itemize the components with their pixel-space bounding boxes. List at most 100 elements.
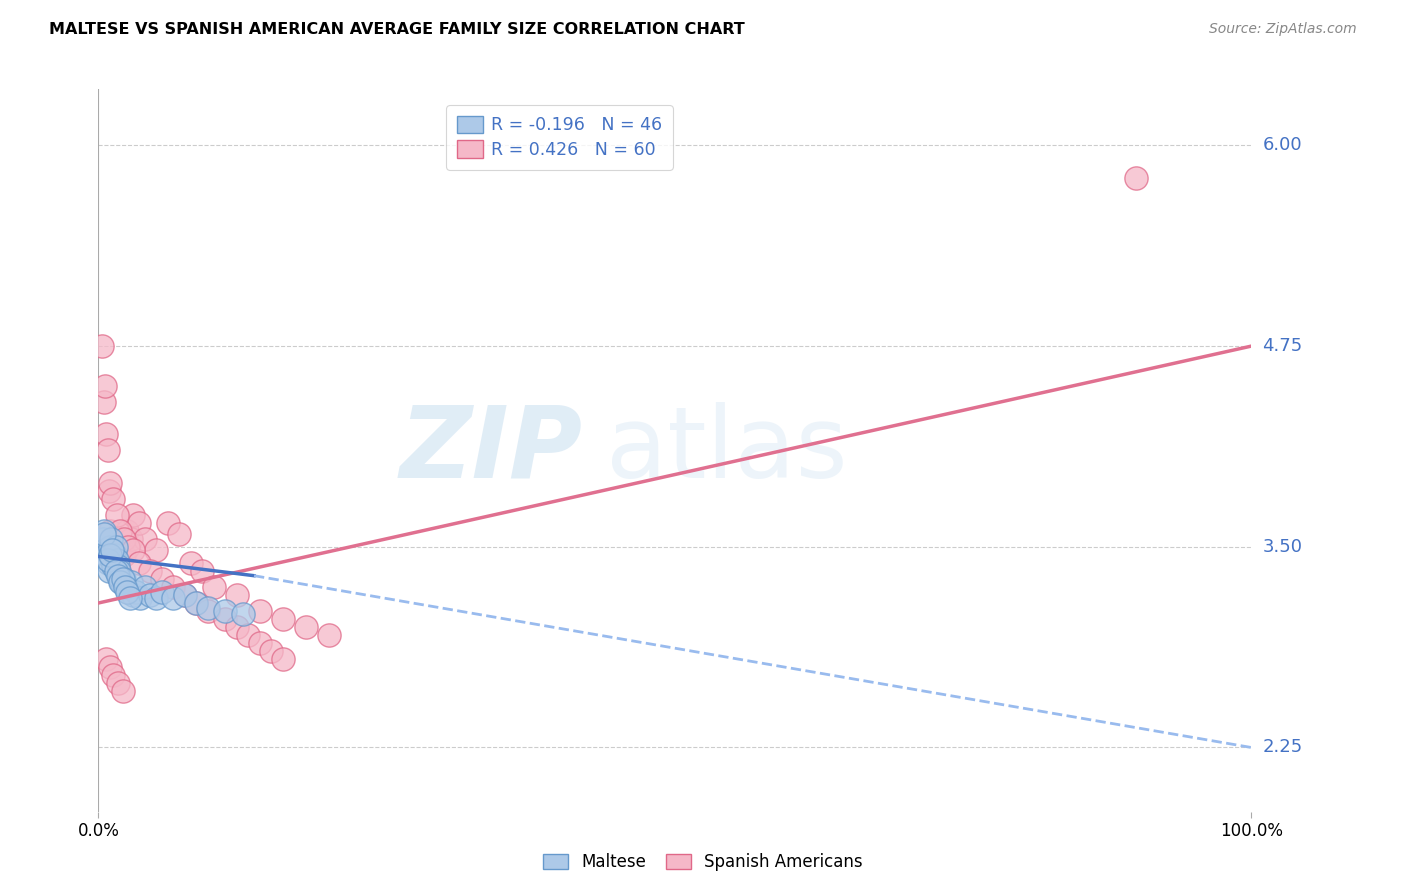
- Point: [104, 540, 127, 554]
- Point: [94, 379, 117, 393]
- Point: [100, 532, 122, 546]
- Point: [93, 395, 115, 409]
- Point: [93, 527, 115, 541]
- Point: [90, 339, 112, 353]
- Point: [108, 564, 131, 578]
- Point: [120, 575, 142, 590]
- Point: [150, 572, 173, 586]
- Point: [98, 660, 121, 674]
- Point: [97, 556, 120, 570]
- Point: [101, 552, 124, 566]
- Point: [96, 427, 118, 442]
- Text: MALTESE VS SPANISH AMERICAN AVERAGE FAMILY SIZE CORRELATION CHART: MALTESE VS SPANISH AMERICAN AVERAGE FAMI…: [49, 22, 745, 37]
- Point: [103, 668, 125, 682]
- Point: [295, 620, 318, 634]
- Text: ZIP: ZIP: [399, 402, 582, 499]
- Point: [134, 532, 156, 546]
- Point: [98, 540, 121, 554]
- Point: [107, 559, 129, 574]
- Point: [90, 540, 112, 554]
- Point: [162, 580, 184, 594]
- Point: [97, 483, 120, 498]
- Point: [318, 628, 340, 642]
- Point: [111, 572, 134, 586]
- Point: [97, 443, 120, 458]
- Point: [107, 676, 129, 690]
- Point: [271, 612, 294, 626]
- Point: [97, 564, 120, 578]
- Point: [129, 591, 152, 606]
- Point: [110, 575, 132, 590]
- Point: [118, 591, 141, 606]
- Point: [100, 532, 122, 546]
- Point: [110, 524, 132, 538]
- Point: [101, 540, 124, 554]
- Point: [134, 580, 156, 594]
- Point: [139, 588, 162, 602]
- Point: [231, 607, 254, 622]
- Point: [197, 600, 219, 615]
- Point: [112, 548, 135, 562]
- Point: [249, 636, 271, 650]
- Point: [98, 524, 121, 538]
- Point: [122, 508, 145, 522]
- Point: [105, 548, 128, 562]
- Point: [167, 527, 190, 541]
- Point: [104, 564, 127, 578]
- Point: [125, 584, 148, 599]
- Point: [93, 524, 115, 538]
- Point: [98, 548, 121, 562]
- Point: [162, 591, 184, 606]
- Point: [1125, 170, 1147, 185]
- Point: [91, 532, 114, 546]
- Point: [104, 559, 127, 574]
- Text: 6.00: 6.00: [1263, 136, 1302, 154]
- Point: [249, 604, 271, 618]
- Point: [103, 491, 125, 506]
- Point: [128, 516, 150, 530]
- Point: [110, 540, 132, 554]
- Point: [145, 591, 167, 606]
- Point: [180, 556, 202, 570]
- Point: [128, 556, 150, 570]
- Legend: Maltese, Spanish Americans: Maltese, Spanish Americans: [534, 845, 872, 880]
- Point: [260, 644, 283, 658]
- Point: [103, 559, 125, 574]
- Point: [117, 540, 139, 554]
- Text: 2.25: 2.25: [1263, 739, 1303, 756]
- Point: [105, 508, 128, 522]
- Point: [174, 588, 197, 602]
- Point: [112, 572, 135, 586]
- Point: [110, 572, 132, 586]
- Point: [186, 596, 208, 610]
- Point: [105, 552, 128, 566]
- Point: [111, 684, 134, 698]
- Legend: R = -0.196   N = 46, R = 0.426   N = 60: R = -0.196 N = 46, R = 0.426 N = 60: [446, 105, 673, 169]
- Point: [156, 516, 179, 530]
- Point: [114, 580, 136, 594]
- Point: [101, 543, 124, 558]
- Point: [103, 552, 125, 566]
- Point: [139, 564, 162, 578]
- Point: [108, 564, 131, 578]
- Text: atlas: atlas: [606, 402, 848, 499]
- Text: Source: ZipAtlas.com: Source: ZipAtlas.com: [1209, 22, 1357, 37]
- Point: [98, 475, 121, 490]
- Point: [214, 604, 236, 618]
- Point: [96, 652, 118, 666]
- Point: [117, 524, 139, 538]
- Point: [103, 543, 125, 558]
- Point: [122, 543, 145, 558]
- Point: [117, 584, 139, 599]
- Point: [117, 584, 139, 599]
- Point: [120, 532, 142, 546]
- Point: [107, 556, 129, 570]
- Point: [110, 575, 132, 590]
- Point: [197, 604, 219, 618]
- Point: [214, 612, 236, 626]
- Point: [96, 548, 118, 562]
- Point: [94, 543, 117, 558]
- Point: [145, 543, 167, 558]
- Point: [115, 580, 138, 594]
- Point: [122, 588, 145, 602]
